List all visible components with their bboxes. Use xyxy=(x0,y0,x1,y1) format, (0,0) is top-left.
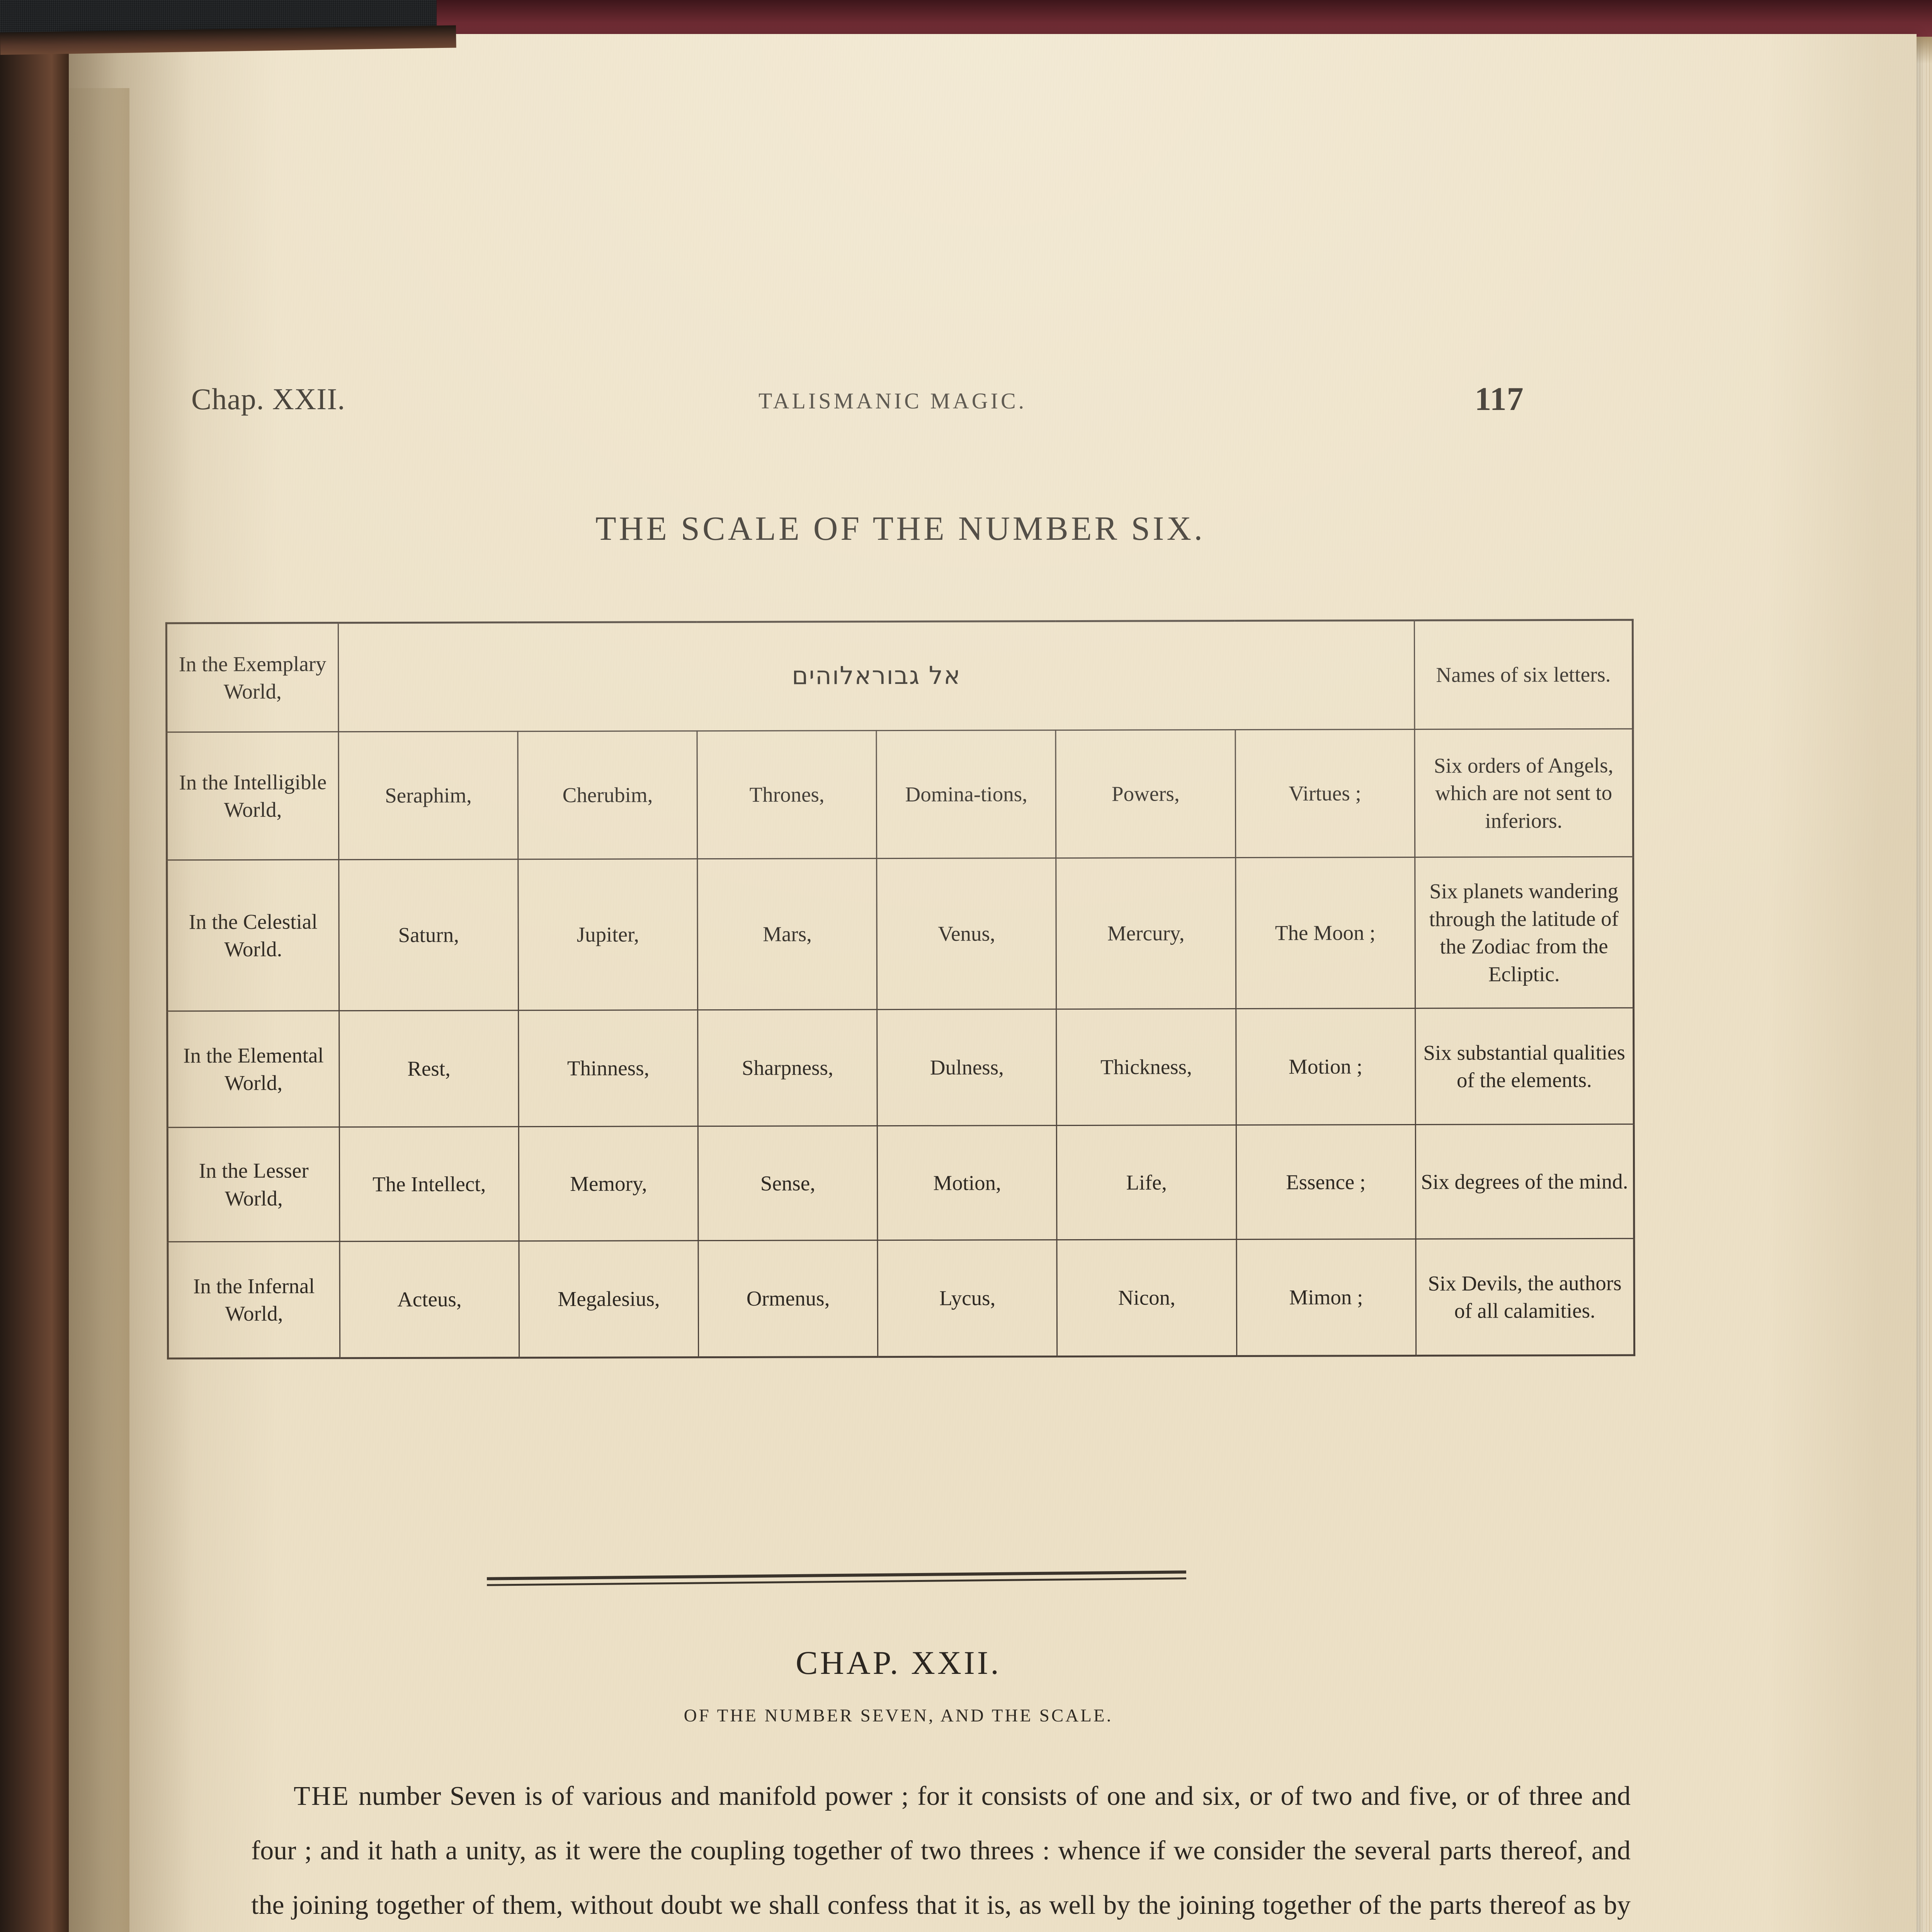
paragraph-lede: THE xyxy=(294,1781,350,1811)
paragraph-part-1: number Seven is of various and manifold … xyxy=(251,1781,1631,1920)
table-cell: Powers, xyxy=(1056,730,1236,858)
table-row: In the Infernal World, Acteus, Megalesiu… xyxy=(167,1238,1634,1359)
table-cell: Acteus, xyxy=(340,1241,519,1358)
row-note: Names of six letters. xyxy=(1414,620,1633,730)
table-row: In the Intelligible World, Seraphim, Che… xyxy=(166,729,1633,860)
chapter-subheading: OF THE NUMBER SEVEN, AND THE SCALE. xyxy=(684,1706,1113,1726)
row-world-label: In the Lesser World, xyxy=(167,1127,340,1242)
table-cell: Mercury, xyxy=(1056,857,1236,1009)
table-cell: Domina-tions, xyxy=(876,730,1056,859)
table-row: In the Lesser World, The Intellect, Memo… xyxy=(167,1124,1634,1242)
table-row: In the Exemplary World, אל גבוראלוהים Na… xyxy=(166,620,1633,732)
table-cell: Motion, xyxy=(877,1125,1057,1240)
table-cell: Essence ; xyxy=(1236,1124,1416,1240)
table-cell: Motion ; xyxy=(1236,1008,1415,1125)
table-cell: Nicon, xyxy=(1057,1239,1237,1357)
table-cell: Lycus, xyxy=(878,1240,1058,1357)
chapter-heading: CHAP. XXII. xyxy=(796,1644,1001,1681)
table-row: In the Celestial World. Saturn, Jupiter,… xyxy=(167,857,1634,1011)
row-note: Six degrees of the mind. xyxy=(1415,1124,1634,1239)
table-cell: Mimon ; xyxy=(1236,1239,1416,1356)
table-cell: Sense, xyxy=(698,1126,878,1241)
table-cell: Thickness, xyxy=(1056,1009,1236,1126)
table-cell: Dulness, xyxy=(877,1009,1057,1126)
running-head-title: TALISMANIC MAGIC. xyxy=(758,388,1027,413)
page-type-area: Chap. XXII. TALISMANIC MAGIC. 117 THE SC… xyxy=(62,34,1917,1932)
row-world-label: In the Celestial World. xyxy=(167,859,339,1011)
row-note: Six planets wandering through the latitu… xyxy=(1415,857,1634,1009)
scale-table-title: THE SCALE OF THE NUMBER SIX. xyxy=(595,510,1205,548)
row-world-label: In the Intelligible World, xyxy=(166,731,339,860)
table-cell: Thinness, xyxy=(518,1010,698,1127)
table-cell: Ormenus, xyxy=(698,1240,878,1357)
row-world-label: In the Elemental World, xyxy=(167,1010,340,1128)
row-world-label: In the Infernal World, xyxy=(167,1241,340,1359)
table-cell: The Intellect, xyxy=(339,1126,519,1242)
table-cell: Cherubim, xyxy=(518,731,697,859)
body-paragraph: THE number Seven is of various and manif… xyxy=(251,1769,1631,1932)
book-page-recto: Chap. XXII. TALISMANIC MAGIC. 117 THE SC… xyxy=(62,34,1917,1932)
table-cell: Virtues ; xyxy=(1235,729,1415,858)
page-number: 117 xyxy=(1475,380,1524,417)
scale-of-six-table: In the Exemplary World, אל גבוראלוהים Na… xyxy=(165,619,1635,1360)
table-cell: Rest, xyxy=(339,1010,519,1127)
table-cell: Thrones, xyxy=(697,730,877,859)
row-world-label: In the Exemplary World, xyxy=(166,622,339,732)
table-cell: Saturn, xyxy=(338,859,519,1011)
row-note: Six orders of Angels, which are not sent… xyxy=(1414,729,1633,857)
table-cell: Jupiter, xyxy=(518,859,698,1010)
book-board-left-edge xyxy=(0,34,69,1932)
row-note: Six substantial qualities of the element… xyxy=(1415,1008,1634,1125)
table-cell: Mars, xyxy=(697,858,877,1010)
table-cell: Life, xyxy=(1056,1125,1236,1240)
table-cell: Venus, xyxy=(877,858,1057,1010)
table-cell: The Moon ; xyxy=(1235,857,1415,1009)
table-cell: Memory, xyxy=(519,1126,699,1241)
hebrew-divine-name: אל גבוראלוהים xyxy=(792,662,961,691)
section-divider-rule xyxy=(486,1570,1187,1587)
table-row: In the Elemental World, Rest, Thinness, … xyxy=(167,1008,1634,1128)
hebrew-divine-name-cell: אל גבוראלוהים xyxy=(338,620,1415,732)
running-head: Chap. XXII. TALISMANIC MAGIC. 117 xyxy=(62,380,1793,428)
row-note: Six Devils, the authors of all calamitie… xyxy=(1415,1238,1634,1356)
table-cell: Seraphim, xyxy=(338,731,518,860)
table-cell: Sharpness, xyxy=(697,1009,878,1126)
table-cell: Megalesius, xyxy=(519,1240,699,1358)
